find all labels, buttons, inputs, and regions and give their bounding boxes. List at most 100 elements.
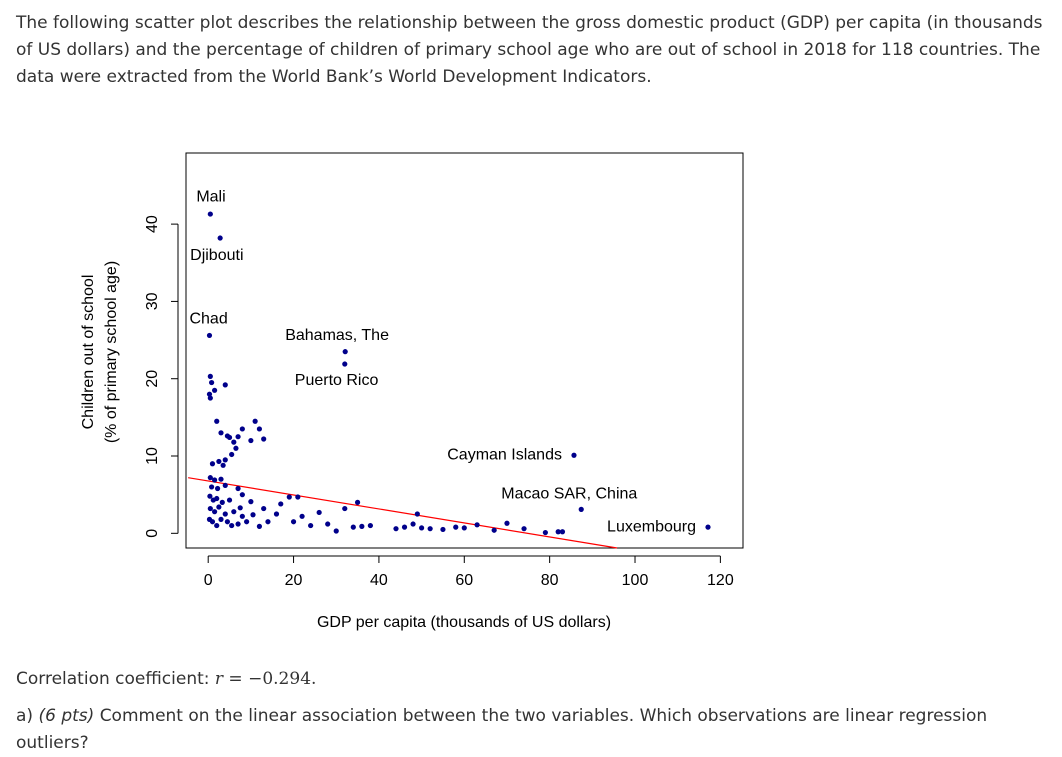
x-tick-label: 120 xyxy=(707,572,734,589)
data-point xyxy=(401,524,408,530)
x-tick-label: 40 xyxy=(370,572,388,589)
data-point xyxy=(220,462,226,468)
data-point xyxy=(218,476,224,482)
data-point xyxy=(504,520,510,526)
data-point xyxy=(578,506,584,512)
x-axis-label: GDP per capita (thousands of US dollars) xyxy=(317,614,611,631)
data-point xyxy=(252,418,258,424)
data-point xyxy=(299,513,305,519)
x-tick-label: 0 xyxy=(204,572,213,589)
data-point xyxy=(233,445,239,451)
data-point xyxy=(239,492,245,498)
plot-box xyxy=(185,152,744,549)
data-point xyxy=(222,482,228,488)
y-tick-label: 10 xyxy=(144,447,161,465)
data-point xyxy=(350,524,356,530)
data-point xyxy=(207,373,213,379)
data-point xyxy=(239,426,245,432)
data-point xyxy=(248,499,254,505)
data-point xyxy=(571,452,577,458)
data-point xyxy=(217,235,223,241)
data-point xyxy=(226,497,233,503)
data-point xyxy=(325,521,331,527)
x-tick-label: 20 xyxy=(285,572,303,589)
period: . xyxy=(311,669,317,689)
data-point xyxy=(256,426,263,432)
question-text: Comment on the linear association betwee… xyxy=(16,706,988,753)
data-point xyxy=(342,361,348,367)
data-point xyxy=(244,519,250,525)
correlation-label: Correlation coefficient: xyxy=(16,669,215,689)
point-label: Chad xyxy=(189,311,227,328)
data-point xyxy=(333,528,339,534)
chart-image: GDP per capita (thousands of US dollars)… xyxy=(16,99,858,655)
data-point xyxy=(440,526,446,533)
data-point xyxy=(231,509,237,515)
data-point xyxy=(211,477,218,483)
data-point xyxy=(235,434,241,440)
data-point xyxy=(393,526,399,532)
data-point xyxy=(222,511,228,517)
point-label: Cayman Islands xyxy=(447,446,562,463)
data-point xyxy=(216,458,222,465)
y-axis-label: Children out of school xyxy=(80,275,97,430)
data-point xyxy=(453,524,459,530)
data-point xyxy=(207,475,213,481)
data-point xyxy=(278,501,284,507)
y-tick-label: 20 xyxy=(144,370,161,388)
data-point xyxy=(410,521,416,527)
y-axis-label: (% of primary school age) xyxy=(103,261,120,443)
equals: = xyxy=(223,669,249,689)
r-value: −0.294 xyxy=(248,669,312,689)
question-part: a) xyxy=(16,706,34,726)
intro-text: The following scatter plot describes the… xyxy=(16,13,1043,87)
data-point xyxy=(235,485,241,492)
question: a) (6 pts) Comment on the linear associa… xyxy=(16,703,1058,757)
question-points: (6 pts) xyxy=(38,706,95,726)
data-point xyxy=(209,519,216,525)
data-point xyxy=(542,529,548,536)
data-point xyxy=(359,523,365,529)
data-point xyxy=(211,387,218,393)
regression-line xyxy=(188,477,618,549)
data-point xyxy=(216,504,222,510)
point-label: Luxembourg xyxy=(607,518,696,535)
data-point xyxy=(419,525,425,531)
point-label: Puerto Rico xyxy=(295,372,379,389)
data-point xyxy=(316,509,322,516)
correlation-text: Correlation coefficient: r = −0.294. xyxy=(16,666,1058,693)
data-point xyxy=(286,494,292,500)
point-label: Djibouti xyxy=(190,247,243,264)
data-point xyxy=(209,461,216,467)
data-point xyxy=(207,395,213,401)
data-point xyxy=(705,524,711,530)
data-point xyxy=(250,512,256,518)
data-point xyxy=(229,451,235,458)
y-tick-label: 30 xyxy=(144,292,161,310)
r-symbol: r xyxy=(214,669,224,689)
data-point xyxy=(222,457,228,463)
data-point xyxy=(261,436,267,442)
data-point xyxy=(559,529,566,535)
data-point xyxy=(308,522,314,529)
data-point xyxy=(214,495,220,502)
data-point xyxy=(207,493,213,499)
point-label: Macao SAR, China xyxy=(501,486,637,503)
data-point xyxy=(226,434,233,441)
data-point xyxy=(214,485,221,492)
data-point xyxy=(206,391,213,397)
data-point xyxy=(207,505,213,512)
data-point xyxy=(218,430,224,436)
data-point xyxy=(295,494,301,500)
data-point xyxy=(367,522,373,529)
point-label: Bahamas, The xyxy=(285,327,389,344)
data-point xyxy=(354,499,361,505)
data-point xyxy=(224,519,231,525)
point-label: Mali xyxy=(196,188,225,205)
x-tick-label: 60 xyxy=(455,572,473,589)
data-point xyxy=(261,505,267,512)
y-tick-label: 0 xyxy=(144,529,161,538)
x-tick-label: 80 xyxy=(541,572,559,589)
data-point xyxy=(237,505,243,511)
